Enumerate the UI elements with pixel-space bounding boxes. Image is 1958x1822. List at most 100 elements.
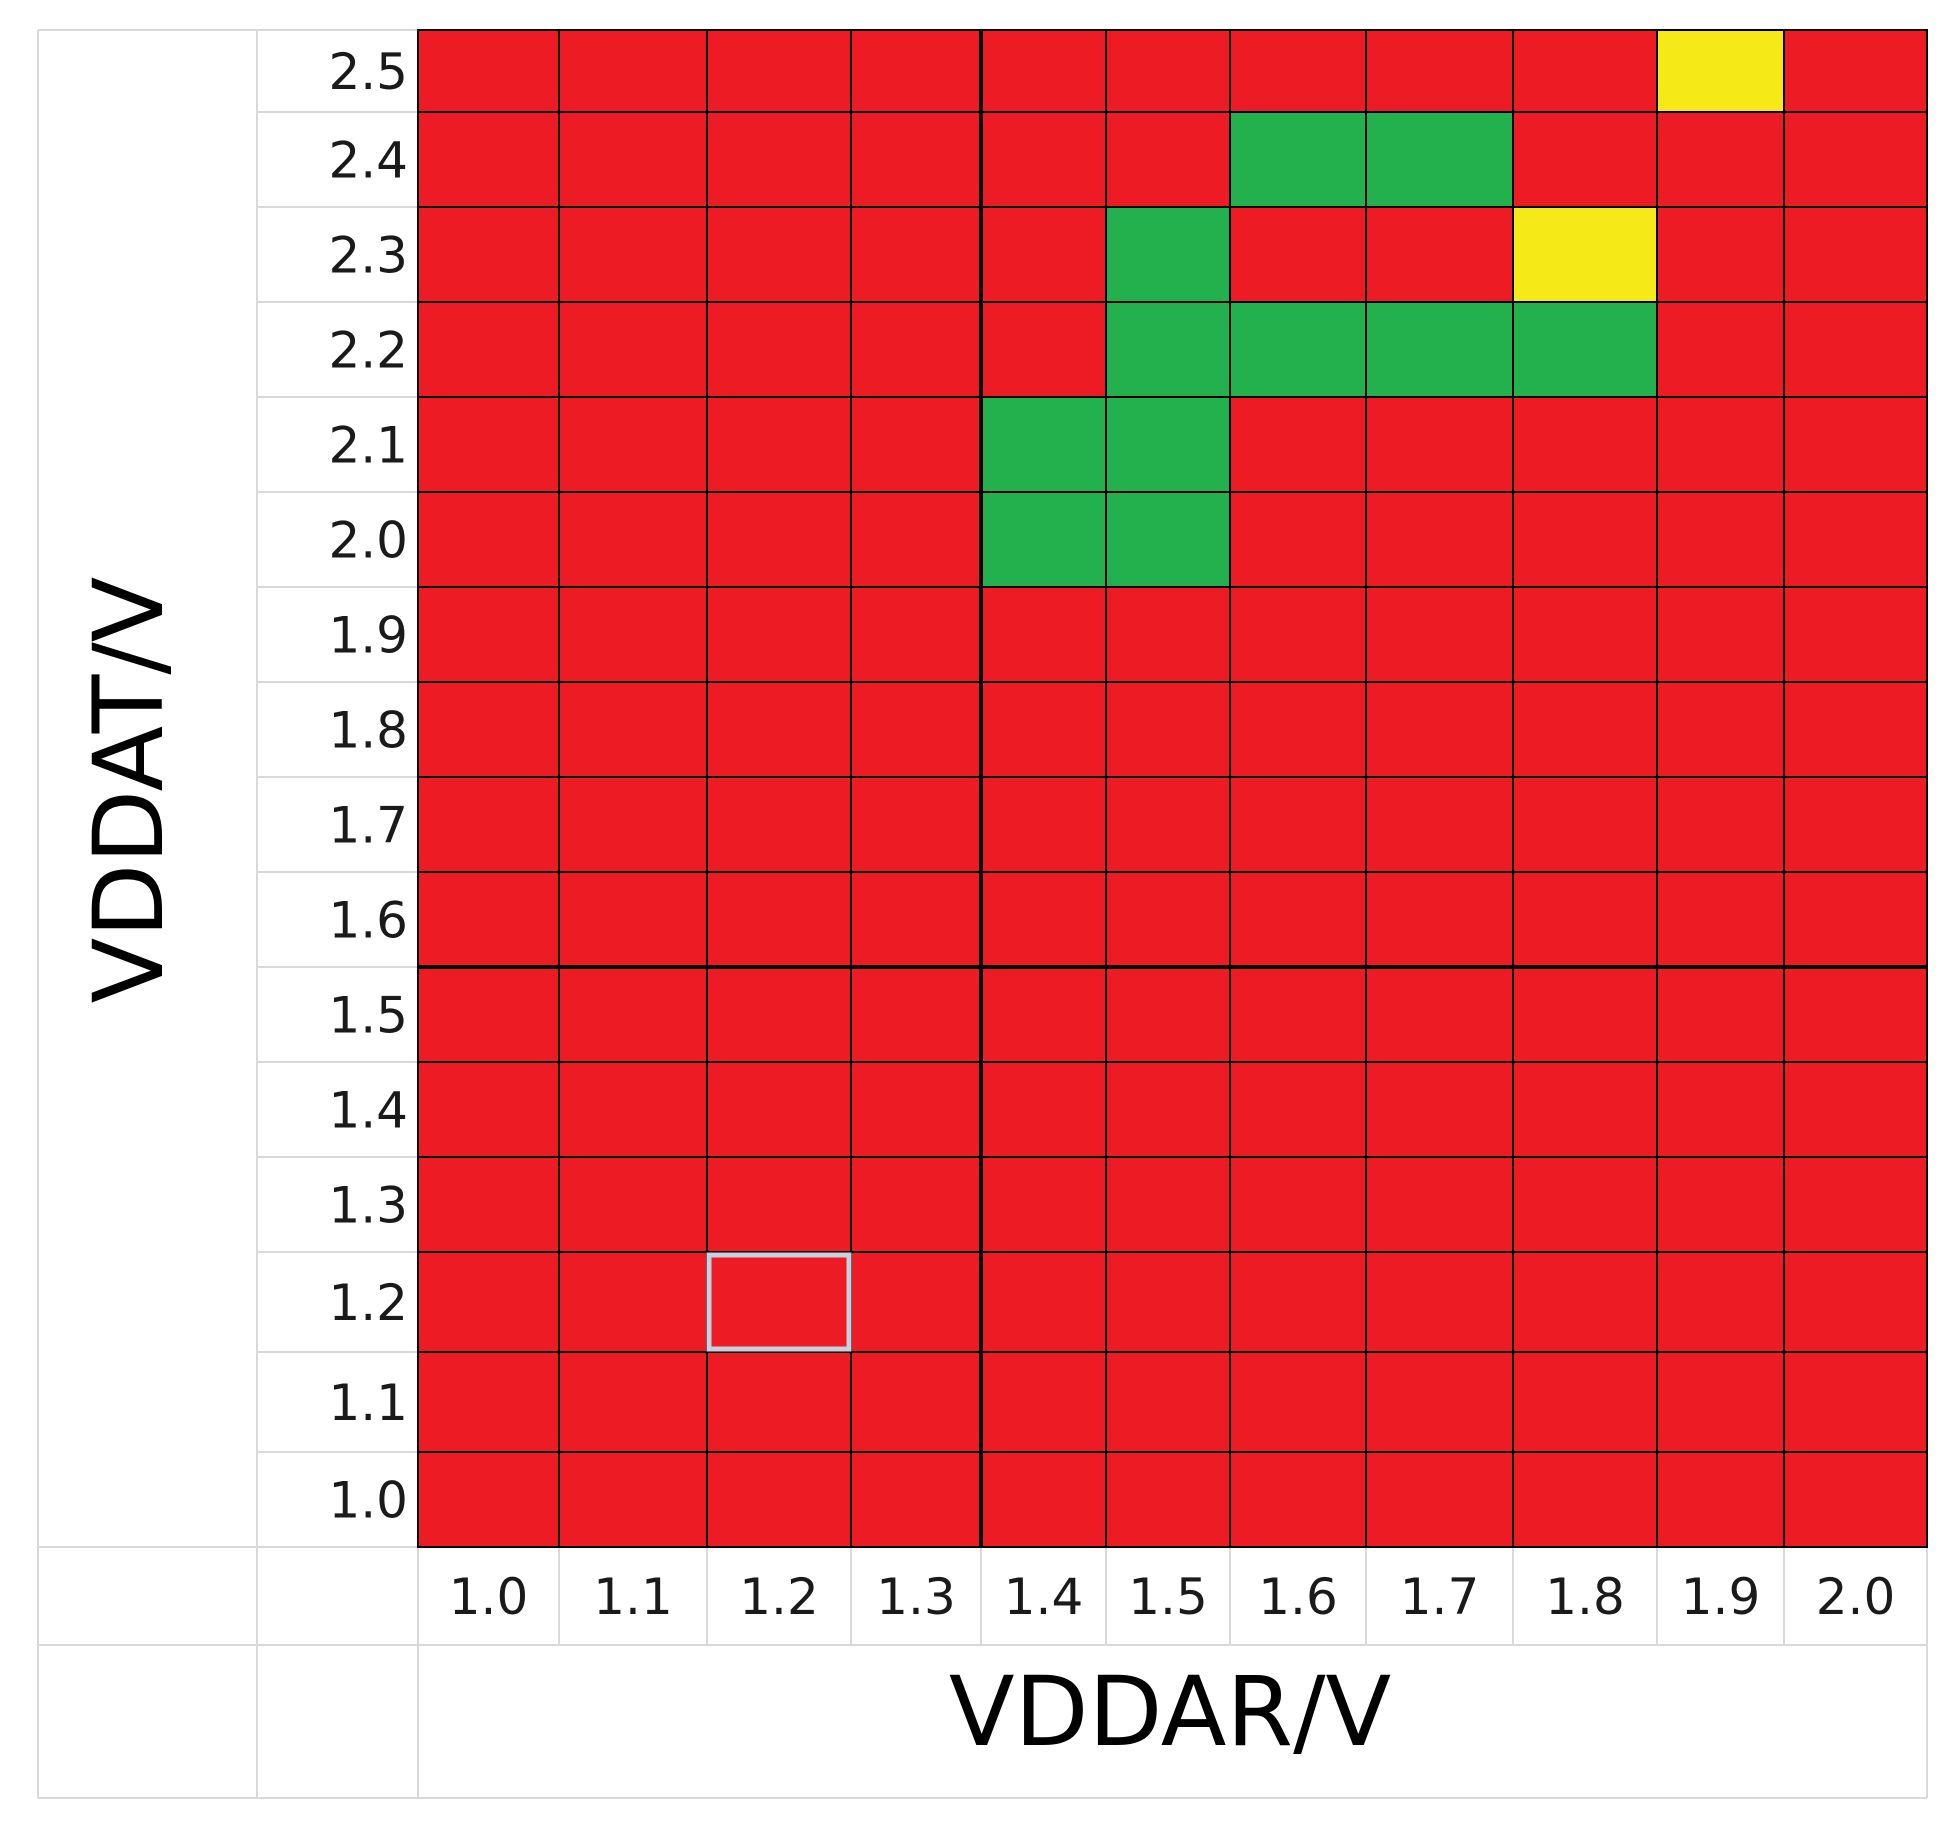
heatmap-cell <box>1365 491 1514 588</box>
heatmap-cell <box>1365 206 1514 303</box>
heatmap-cell <box>1512 1451 1658 1548</box>
heatmap-cell <box>1229 396 1367 493</box>
heatmap-cell <box>558 966 708 1063</box>
heatmap-cell <box>1105 1061 1231 1158</box>
heatmap-cell <box>417 206 560 303</box>
heatmap-cell <box>1365 1156 1514 1253</box>
heatmap-cell <box>1512 966 1658 1063</box>
x-tick-label: 1.5 <box>1128 1568 1208 1626</box>
y-tick-labels: 2.5 2.4 2.3 2.2 2.1 2.0 1.9 1.8 1.7 1.6 1.5 1.4 1.3 1… <box>328 43 408 1530</box>
heatmap-cell <box>417 776 560 873</box>
heatmap-cell <box>706 681 852 778</box>
heatmap-cell <box>417 29 560 113</box>
heatmap-cell <box>706 396 852 493</box>
x-tick-label: 1.3 <box>876 1568 956 1626</box>
heatmap-cell <box>558 111 708 208</box>
heatmap-cell <box>1105 776 1231 873</box>
heatmap-cell <box>1656 1156 1785 1253</box>
heatmap-cell <box>558 1351 708 1453</box>
heatmap-cell <box>1512 681 1658 778</box>
y-tick-label: 1.4 <box>328 1082 408 1140</box>
heatmap-cell <box>706 29 852 113</box>
y-tick-label: 1.0 <box>328 1472 408 1530</box>
heatmap-cell <box>1512 1351 1658 1453</box>
heatmap-cell <box>417 871 560 968</box>
heatmap-cell <box>1512 29 1658 113</box>
heatmap-cell <box>850 586 982 683</box>
heatmap-cell <box>417 681 560 778</box>
heatmap-cell <box>1229 586 1367 683</box>
heatmap-cell <box>1229 111 1367 208</box>
heatmap-cell <box>1105 1156 1231 1253</box>
heatmap-cell <box>706 871 852 968</box>
heatmap-cell <box>1229 1451 1367 1548</box>
y-tick-label: 1.8 <box>328 702 408 760</box>
heatmap-cell <box>417 396 560 493</box>
heatmap-cell <box>1783 206 1928 303</box>
heatmap-cell <box>1656 111 1785 208</box>
y-tick-label: 1.7 <box>328 797 408 855</box>
heatmap-cell <box>558 776 708 873</box>
heatmap-cell <box>706 1156 852 1253</box>
heatmap-cell <box>850 111 982 208</box>
heatmap-cell <box>1512 1251 1658 1353</box>
heatmap-cell <box>1512 776 1658 873</box>
heatmap-cell <box>1656 681 1785 778</box>
y-tick-label: 1.1 <box>328 1374 408 1432</box>
heatmap-cell <box>850 776 982 873</box>
heatmap-cell <box>1229 681 1367 778</box>
heatmap-cell <box>850 1156 982 1253</box>
heatmap-cell <box>1656 206 1785 303</box>
heatmap-cell <box>558 491 708 588</box>
heatmap-cell <box>1656 871 1785 968</box>
heatmap-cell <box>1512 491 1658 588</box>
x-tick-label: 1.6 <box>1258 1568 1338 1626</box>
heatmap-cell <box>1512 1061 1658 1158</box>
y-axis-label: VDDAT/V <box>73 577 185 1004</box>
heatmap-cell <box>1512 1156 1658 1253</box>
heatmap-cell <box>980 29 1107 113</box>
heatmap-cell <box>1783 1451 1928 1548</box>
heatmap-cell <box>980 396 1107 493</box>
heatmap-cell <box>1365 111 1514 208</box>
heatmap-cell <box>417 1061 560 1158</box>
heatmap-cell <box>706 776 852 873</box>
heatmap-cell <box>1783 776 1928 873</box>
heatmap-cell <box>980 301 1107 398</box>
heatmap-cell <box>558 206 708 303</box>
heatmap-cell <box>1656 1251 1785 1353</box>
heatmap-cell <box>1656 29 1785 113</box>
heatmap-cell <box>1105 1251 1231 1353</box>
heatmap-cell <box>417 1251 560 1353</box>
x-tick-labels: 1.0 1.1 1.2 1.3 1.4 1.5 1.6 1.7 1.8 1.9 2.0 <box>449 1568 1896 1626</box>
heatmap-cell <box>1105 586 1231 683</box>
selected-cell-highlight <box>706 1252 852 1352</box>
heatmap-cell <box>1783 111 1928 208</box>
heatmap-cell <box>558 1156 708 1253</box>
heatmap-cell <box>1365 681 1514 778</box>
heatmap-cell <box>1365 586 1514 683</box>
heatmap-cell <box>417 1156 560 1253</box>
heatmap-cell <box>706 206 852 303</box>
y-tick-label: 2.0 <box>328 512 408 570</box>
x-tick-label: 1.4 <box>1004 1568 1084 1626</box>
heatmap-cell <box>706 1251 852 1353</box>
heatmap-cell <box>850 966 982 1063</box>
heatmap-cell <box>1105 396 1231 493</box>
heatmap-cell <box>1229 871 1367 968</box>
heatmap-cell <box>1365 301 1514 398</box>
heatmap-cell <box>980 871 1107 968</box>
heatmap-cell <box>1656 1451 1785 1548</box>
heatmap-cell <box>1656 301 1785 398</box>
heatmap-cell <box>1656 1351 1785 1453</box>
heatmap-cell <box>1512 586 1658 683</box>
y-tick-label: 1.2 <box>328 1274 408 1332</box>
y-tick-label: 1.9 <box>328 607 408 665</box>
heatmap-cell <box>706 1351 852 1453</box>
heatmap-cell <box>1365 776 1514 873</box>
heatmap-cell <box>558 681 708 778</box>
heatmap-cell <box>980 206 1107 303</box>
heatmap-cell <box>1512 396 1658 493</box>
heatmap-cell <box>850 1351 982 1453</box>
heatmap-cell <box>980 586 1107 683</box>
